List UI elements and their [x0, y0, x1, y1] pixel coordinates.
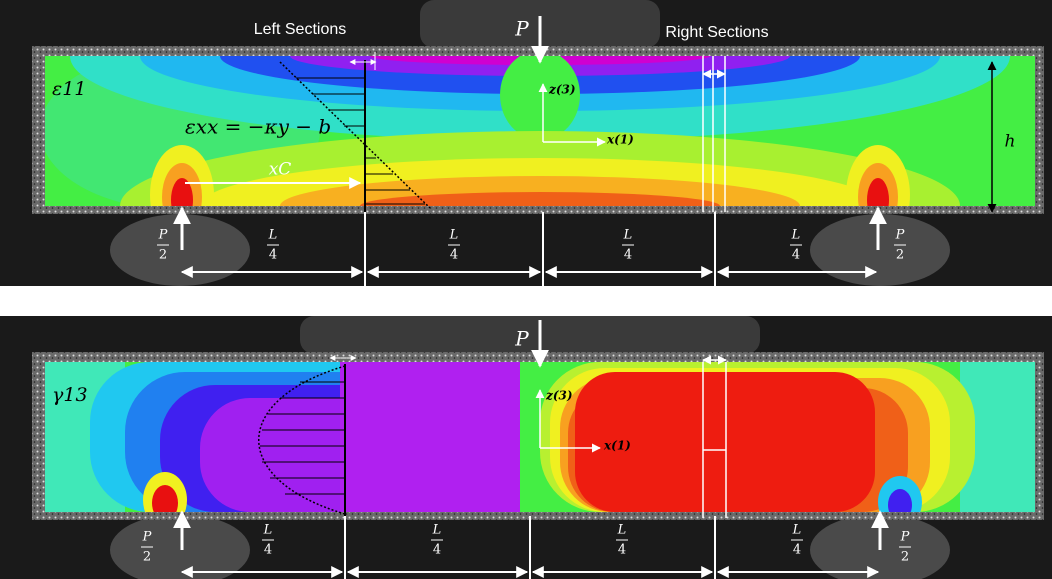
support — [810, 214, 950, 286]
right-sections — [702, 56, 726, 212]
span-label-numerator: L — [449, 228, 459, 243]
span-label-denominator: 4 — [269, 248, 277, 263]
load-label: P — [514, 327, 529, 351]
strain-field — [45, 56, 1035, 206]
support-load-denominator: 2 — [901, 550, 909, 565]
x-axis-label: x(1) — [603, 439, 631, 453]
load-label: P — [514, 17, 529, 41]
support-load-numerator: P — [900, 530, 910, 545]
support-load-numerator: P — [158, 228, 168, 243]
span-dims — [180, 212, 878, 286]
support-load-denominator: 2 — [159, 248, 167, 263]
field-label: ε11 — [52, 78, 86, 100]
right-sections — [702, 355, 727, 518]
support — [110, 514, 250, 579]
span-label-numerator: L — [263, 523, 273, 538]
shear-field — [45, 362, 1035, 512]
span-label-denominator: 4 — [264, 543, 272, 558]
support — [110, 214, 250, 286]
section-label: Left Sections — [254, 21, 347, 38]
panel-2 — [0, 316, 1052, 579]
span-label-numerator: L — [617, 523, 627, 538]
z-axis-label: z(3) — [548, 83, 576, 97]
span-label-denominator: 4 — [792, 248, 800, 263]
span-label-denominator: 4 — [618, 543, 626, 558]
shear-profile — [258, 355, 357, 516]
span-label-numerator: L — [791, 228, 801, 243]
support-load-denominator: 2 — [143, 550, 151, 565]
distance-label: xC — [269, 160, 292, 180]
span-label-numerator: L — [792, 523, 802, 538]
span-label-numerator: L — [268, 228, 278, 243]
field-label: γ13 — [52, 384, 88, 406]
span-dims — [180, 516, 880, 579]
span-label-denominator: 4 — [433, 543, 441, 558]
span-label-numerator: L — [623, 228, 633, 243]
support-load-numerator: P — [142, 530, 152, 545]
x-axis-label: x(1) — [606, 133, 634, 147]
panel-1 — [0, 0, 1052, 286]
loading-head — [300, 316, 760, 354]
span-label-denominator: 4 — [793, 543, 801, 558]
support-load-denominator: 2 — [896, 248, 904, 263]
support-load-numerator: P — [895, 228, 905, 243]
span-label-denominator: 4 — [624, 248, 632, 263]
equation: εxx = −κy − b — [185, 115, 331, 139]
linear-profile — [279, 52, 431, 212]
span-label-numerator: L — [432, 523, 442, 538]
span-label-denominator: 4 — [450, 248, 458, 263]
height-label: h — [1005, 132, 1016, 152]
z-axis-label: z(3) — [545, 389, 573, 403]
section-label: Right Sections — [665, 24, 768, 41]
